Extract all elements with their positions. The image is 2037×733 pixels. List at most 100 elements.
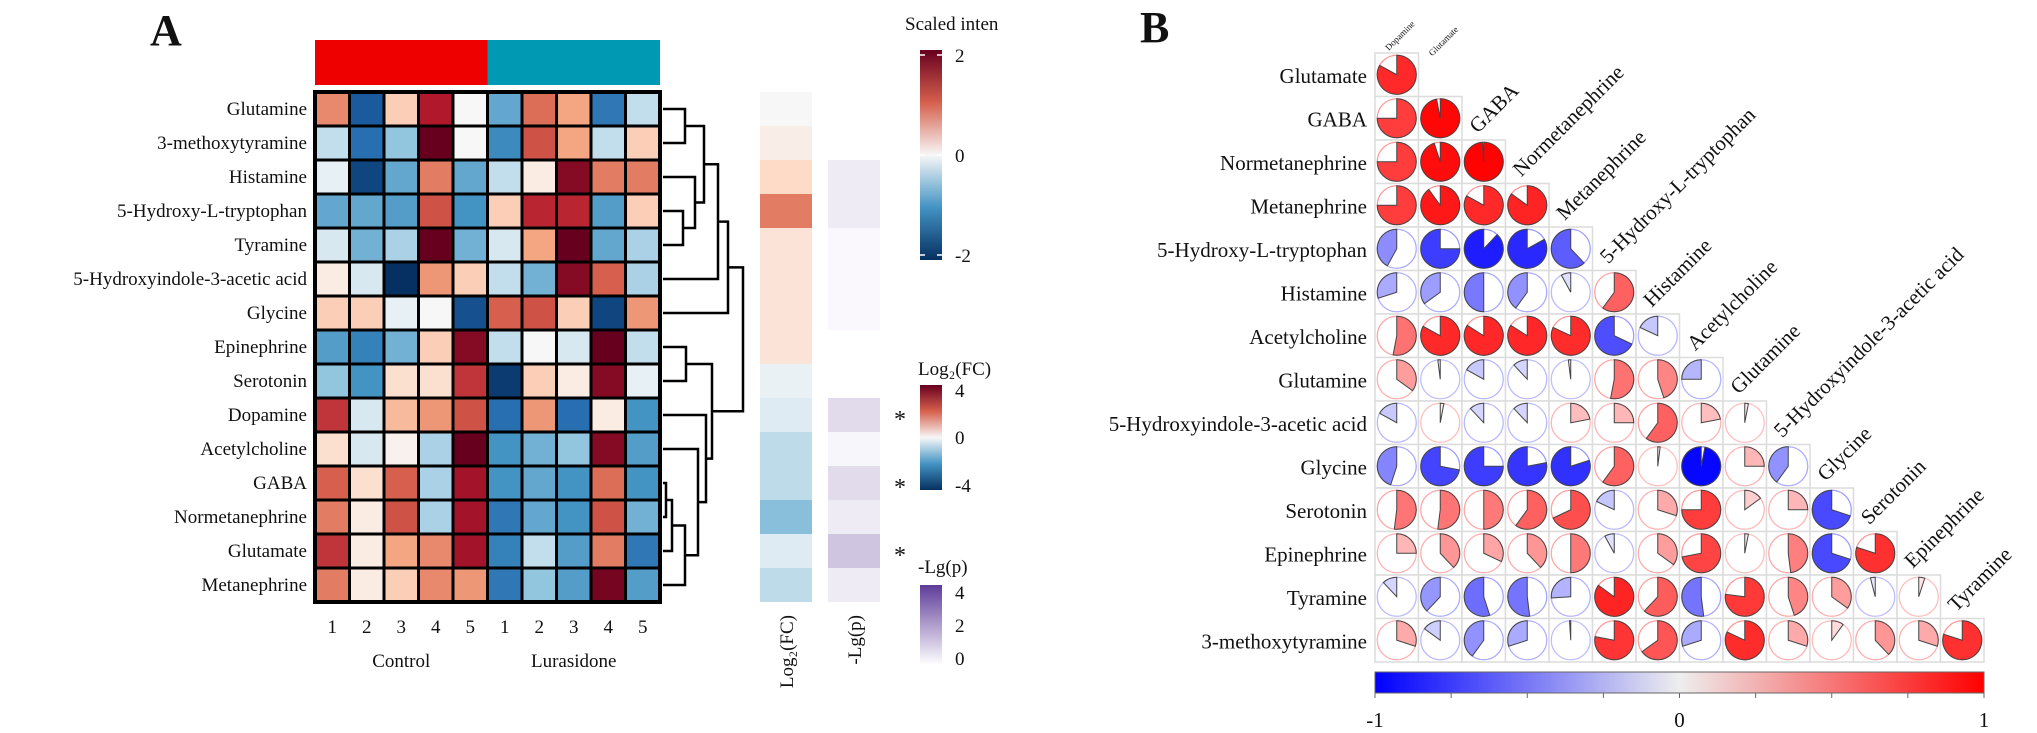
correlation-pie-wedge (1420, 446, 1460, 487)
heatmap-cell (486, 90, 524, 128)
correlation-pie-wedge (1513, 359, 1528, 381)
correlation-pie-wedge (1657, 489, 1678, 517)
correlation-pie-wedge (1382, 576, 1398, 599)
heatmap-cell (486, 328, 524, 366)
correlation-pie-wedge (1420, 315, 1461, 356)
heatmap-cell (520, 226, 558, 264)
correlation-pie-wedge (1869, 576, 1876, 597)
heatmap-cell (520, 498, 558, 536)
correlation-panel: GlutamateGABANormetanephrineMetanephrine… (1109, 19, 2017, 732)
column-tick-label: 1 (328, 617, 338, 638)
heatmap-cell (417, 498, 455, 536)
heatmap-cell (486, 430, 524, 468)
correlation-pie-wedge (1552, 489, 1591, 530)
correlation-pie-wedge (1787, 489, 1809, 511)
heatmap-cell (417, 226, 455, 264)
row-label: 5-Hydroxy-L-tryptophan (117, 201, 307, 222)
correlation-pie-wedge (1423, 620, 1441, 642)
correlation-pie-wedge (1744, 446, 1765, 467)
correlation-pie-wedge (1613, 402, 1635, 424)
correlation-pie-wedge (1513, 402, 1528, 425)
correlation-colorbar-label: 1 (1979, 708, 1990, 732)
column-tick-label: 3 (569, 617, 579, 638)
correlation-column-label: 5-Hydroxy-L-tryptophan (1595, 102, 1761, 268)
heatmap-cell (520, 430, 558, 468)
heatmap-cell (624, 328, 662, 366)
correlation-pie-wedge (1602, 446, 1635, 487)
row-label: 3-methoxytyramine (157, 133, 307, 154)
heatmap-cell (520, 192, 558, 230)
row-label: Glutamine (227, 99, 307, 120)
heatmap-cell (624, 90, 662, 128)
heatmap-cell (451, 396, 489, 434)
correlation-pie-wedge (1376, 54, 1417, 95)
correlation-column-label: Glutamine (1725, 319, 1805, 399)
heatmap-cell (451, 124, 489, 162)
correlation-row-label: Glutamine (1278, 368, 1367, 392)
correlation-pie-wedge (1396, 533, 1417, 554)
heatmap-cell (313, 192, 351, 230)
row-label: Serotonin (233, 371, 307, 392)
correlation-pie-wedge (1507, 228, 1548, 269)
heatmap-cell (624, 464, 662, 502)
row-label: Dopamine (228, 405, 307, 426)
row-label: 5-Hydroxyindole-3-acetic acid (73, 269, 307, 290)
neglogp-cell (828, 262, 880, 296)
correlation-row-label: Acetylcholine (1249, 325, 1367, 349)
heatmap-cell (486, 498, 524, 536)
correlation-pie-wedge (1570, 402, 1591, 424)
log2fc-column-label: Log₂(FC) (777, 615, 798, 688)
heatmap-cell (624, 226, 662, 264)
correlation-pie-wedge (1639, 315, 1659, 337)
group-bar-control (315, 40, 488, 85)
heatmap-cell (348, 124, 386, 162)
correlation-pie-wedge (1396, 359, 1417, 392)
heatmap-panel: Control 1 2 3 4 5 Lurasidone 1 2 3 4 5 Glutamine 3-me… (73, 14, 999, 688)
correlation-pie-wedge (1874, 620, 1896, 656)
log2fc-cell (760, 194, 812, 228)
neglogp-tick-label: 0 (955, 649, 965, 670)
row-label: Tyramine (234, 235, 307, 256)
heatmap-cell (520, 464, 558, 502)
correlation-pie-wedge (1439, 533, 1461, 569)
log2fc-tick-label: 0 (955, 428, 965, 449)
row-label: Epinephrine (214, 337, 307, 358)
correlation-pie-wedge (1594, 315, 1633, 356)
log2fc-cell (760, 92, 812, 126)
heatmap-cell (555, 430, 593, 468)
column-tick-label: 1 (500, 617, 510, 638)
colorbar-tick-label: 2 (955, 46, 965, 67)
log2fc-cell (760, 534, 812, 568)
log2fc-cell (760, 296, 812, 330)
correlation-pie-wedge (1918, 620, 1939, 647)
dendrogram-link (663, 209, 685, 247)
correlation-pie-wedge (1507, 272, 1528, 309)
correlation-pie-wedge (1437, 359, 1441, 380)
heatmap-cell (486, 396, 524, 434)
correlation-pie-wedge (1645, 402, 1678, 443)
row-label: Glutamate (228, 541, 307, 562)
correlation-pie-wedge (1463, 272, 1485, 313)
correlation-pie-wedge (1724, 620, 1765, 661)
column-tick-label: 5 (638, 617, 648, 638)
heatmap-cell (624, 532, 662, 570)
heatmap-cell (555, 328, 593, 366)
correlation-pie-wedge (1376, 185, 1417, 226)
correlation-pie-wedge (1483, 533, 1504, 563)
heatmap-cell (382, 294, 420, 332)
column-tick-label: 2 (535, 617, 545, 638)
correlation-pie-wedge (1657, 533, 1678, 566)
correlation-pie-wedge (1831, 576, 1852, 609)
heatmap-cell (589, 464, 627, 502)
heatmap-cell (589, 192, 627, 230)
correlation-pie-wedge (1376, 141, 1417, 182)
heatmap-cell (555, 362, 593, 400)
correlation-row-label: 5-Hydroxy-L-tryptophan (1157, 238, 1367, 262)
heatmap-cell (417, 294, 455, 332)
heatmap-cell (486, 158, 524, 196)
heatmap-cell (348, 430, 386, 468)
correlation-pie-wedge (1507, 446, 1548, 487)
heatmap-cell (451, 362, 489, 400)
heatmap-cell (348, 396, 386, 434)
row-label: Normetanephrine (174, 507, 307, 528)
